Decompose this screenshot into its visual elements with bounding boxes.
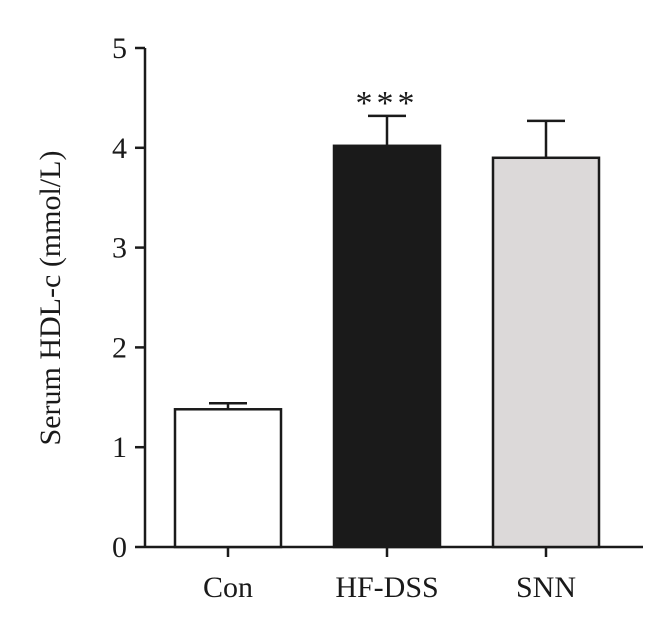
labels: 0 1 2 3 4 5 Con HF-DSS SNN *** bbox=[112, 32, 576, 604]
y-tick-label: 0 bbox=[112, 531, 127, 564]
y-tick-label: 5 bbox=[112, 32, 127, 65]
bars bbox=[173, 114, 601, 549]
y-axis-title: Serum HDL-c (mmol/L) bbox=[34, 151, 67, 446]
significance-label: *** bbox=[356, 85, 419, 122]
category-label: HF-DSS bbox=[335, 571, 438, 604]
y-tick-label: 2 bbox=[112, 331, 127, 364]
bar-hf-dss bbox=[332, 144, 442, 549]
category-label: SNN bbox=[516, 571, 576, 604]
y-tick-label: 3 bbox=[112, 232, 127, 265]
category-label: Con bbox=[203, 571, 253, 604]
y-tick-label: 1 bbox=[112, 431, 127, 464]
bar-con bbox=[173, 408, 283, 549]
y-tick-label: 4 bbox=[112, 132, 127, 165]
bar-snn bbox=[491, 156, 601, 549]
